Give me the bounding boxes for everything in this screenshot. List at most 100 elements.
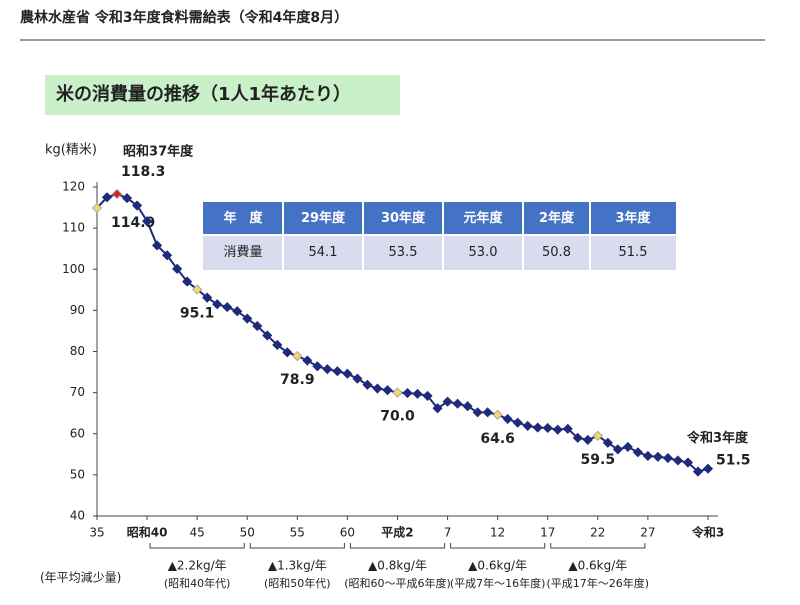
- data-point: [222, 302, 233, 313]
- table-header-cell: 年 度: [223, 210, 263, 226]
- decline-period: (昭和50年代): [264, 576, 331, 590]
- decline-bracket: [149, 543, 245, 549]
- y-tick-label: 60: [70, 426, 85, 440]
- data-point: [522, 420, 533, 432]
- data-point: [162, 250, 173, 261]
- data-point: [502, 413, 513, 425]
- decline-rate: ▲2.2kg/年: [168, 559, 227, 573]
- decline-period: (平成7年～16年度): [450, 576, 546, 590]
- x-tick-label: 昭和40: [127, 525, 168, 540]
- value-label: 64.6: [480, 431, 515, 447]
- decline-period: (昭和60～平成6年度): [344, 576, 451, 590]
- data-point: [632, 447, 643, 458]
- data-point: [702, 463, 714, 474]
- table-cell: 53.5: [389, 245, 418, 260]
- data-point: [602, 437, 613, 448]
- x-tick-label: 12: [490, 526, 505, 540]
- data-point: [592, 430, 603, 441]
- table-header-cell: 元年度: [463, 210, 503, 226]
- y-tick-label: 50: [70, 467, 85, 481]
- value-label: 51.5: [716, 453, 751, 469]
- data-point: [111, 188, 123, 200]
- table-header-bg: [203, 202, 676, 235]
- value-label: 59.5: [581, 452, 616, 468]
- data-point: [312, 361, 323, 372]
- x-tick-label: 35: [89, 526, 104, 540]
- data-point: [462, 401, 473, 412]
- data-point: [532, 422, 543, 433]
- x-tick-label: 22: [590, 526, 605, 540]
- value-label: 95.1: [180, 305, 215, 321]
- data-point: [572, 432, 583, 443]
- x-tick-label: 令和3: [691, 525, 724, 540]
- data-point: [582, 434, 593, 445]
- data-point: [642, 450, 653, 462]
- data-point: [492, 409, 503, 420]
- data-point: [262, 330, 273, 341]
- data-point: [542, 422, 553, 434]
- data-point: [402, 387, 413, 399]
- decline-bracket: [450, 543, 546, 549]
- x-tick-label: 55: [290, 526, 305, 540]
- annotation: 昭和37年度: [123, 143, 194, 159]
- data-point: [212, 299, 223, 310]
- page-header: 農林水産省 令和3年度食料需給表（令和4年度8月）: [20, 9, 348, 26]
- data-point: [292, 350, 303, 362]
- value-label: 118.3: [121, 164, 165, 180]
- data-point: [672, 455, 684, 466]
- table-row-bg: [203, 235, 676, 270]
- decline-bracket: [550, 543, 646, 549]
- x-tick-label: 7: [444, 526, 452, 540]
- data-point: [452, 398, 463, 409]
- x-tick-label: 50: [240, 526, 255, 540]
- data-point: [142, 216, 153, 227]
- decline-bracket: [349, 543, 446, 549]
- data-point: [192, 284, 203, 295]
- data-point: [682, 457, 694, 468]
- data-point: [322, 364, 333, 375]
- data-point: [422, 390, 433, 401]
- data-point: [91, 202, 103, 214]
- title-box: [45, 75, 400, 115]
- table-header-cell: 2年度: [539, 210, 575, 226]
- data-point: [442, 396, 453, 407]
- data-point: [172, 263, 183, 274]
- data-point: [252, 320, 263, 332]
- data-point: [612, 444, 623, 455]
- table-cell: 54.1: [309, 245, 338, 260]
- x-tick-label: 27: [640, 526, 655, 540]
- table-header-cell: 30年度: [381, 210, 426, 226]
- decline-rate: ▲1.3kg/年: [268, 559, 327, 573]
- x-tick-label: 17: [540, 526, 555, 540]
- data-point: [382, 385, 393, 396]
- table-cell: 51.5: [619, 245, 648, 260]
- decline-caption: (年平均減少量): [40, 570, 121, 585]
- data-point: [512, 417, 523, 428]
- decline-rate: ▲0.8kg/年: [368, 559, 427, 573]
- x-tick-label: 60: [340, 526, 355, 540]
- data-point: [372, 383, 383, 394]
- data-point: [332, 366, 343, 377]
- data-point: [152, 240, 163, 251]
- data-point: [622, 441, 633, 452]
- table-header-cell: 3年度: [615, 210, 651, 226]
- data-point: [182, 276, 193, 287]
- data-point: [692, 466, 704, 477]
- data-point: [121, 193, 133, 204]
- table-header-cell: 29年度: [301, 210, 346, 226]
- data-point: [412, 388, 423, 399]
- annotation: 令和3年度: [687, 430, 749, 446]
- data-point: [482, 407, 493, 418]
- data-point: [342, 368, 353, 379]
- y-tick-label: 90: [70, 303, 85, 317]
- data-point: [202, 292, 213, 303]
- data-point: [302, 355, 313, 366]
- decline-rate: ▲0.6kg/年: [468, 559, 527, 573]
- x-tick-label: 45: [190, 526, 205, 540]
- data-point: [562, 423, 573, 434]
- data-point: [662, 452, 673, 464]
- table-cell: 消費量: [223, 245, 262, 260]
- y-tick-label: 70: [70, 385, 85, 399]
